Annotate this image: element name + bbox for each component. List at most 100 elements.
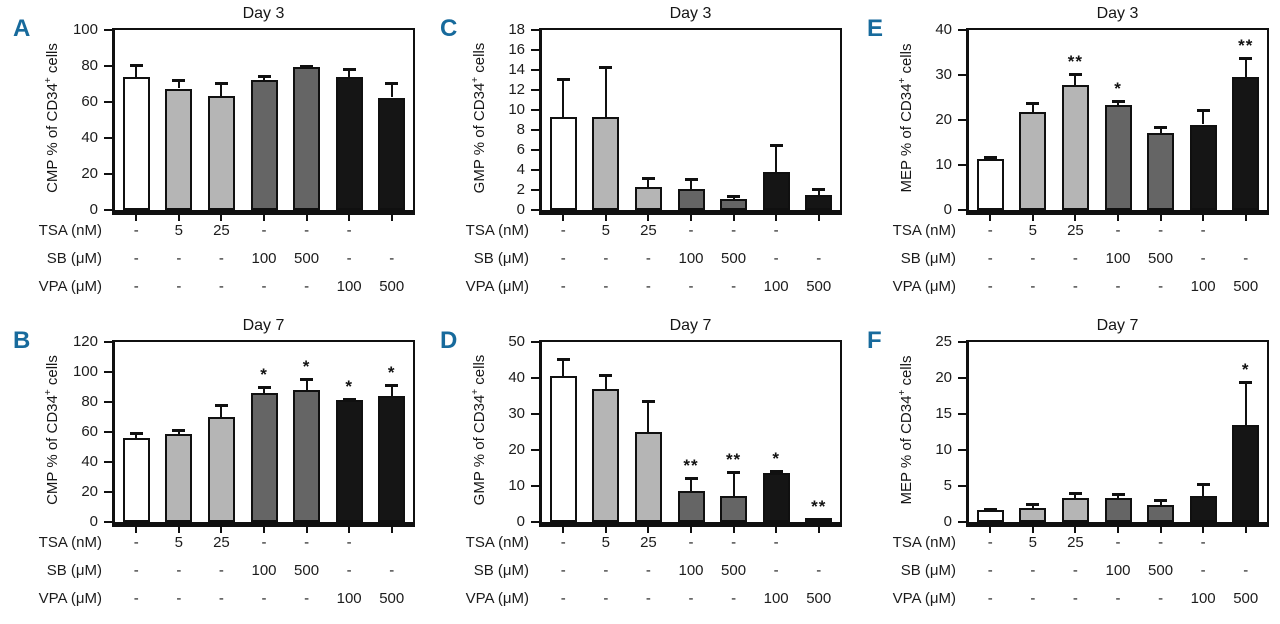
x-axis-tick [817,215,820,221]
error-bar-cap [129,64,143,68]
x-axis-tick [1202,527,1205,533]
error-bar-stem [1244,57,1247,78]
x-row-value: 5 [1028,534,1038,551]
x-row-label-vpa: VPA (μM) [892,278,956,295]
x-row-value: - [645,278,651,295]
y-axis-tick [104,209,112,211]
bar [293,66,321,210]
bar [1189,124,1217,210]
x-row-value: 500 [1148,250,1174,267]
x-row-value: - [176,250,182,267]
x-row-value: - [560,562,566,579]
x-row-value: 500 [379,278,405,295]
plot-area: * [966,340,1269,527]
y-axis-tick [531,189,539,191]
y-axis-tick [531,149,539,151]
error-bar-cap [257,75,271,78]
x-row-value: - [218,278,224,295]
y-axis-tick-label: 18 [508,21,525,38]
x-row-value: - [603,562,609,579]
panel-label: F [867,327,882,354]
error-bar-cap [727,195,741,198]
y-axis-tick-label: 0 [516,513,525,530]
x-row-value: 25 [213,534,230,551]
error-bar-stem [1202,109,1205,125]
error-bar-cap [641,399,655,403]
error-bar-cap [684,477,698,480]
y-axis-title: MEP % of CD34+ cells [897,43,915,193]
y-axis-tick-label: 5 [943,477,952,494]
x-row-label-vpa: VPA (μM) [465,278,529,295]
y-axis-tick-label: 100 [72,21,98,38]
error-bar-stem [390,82,393,98]
y-axis-tick-label: 15 [935,405,952,422]
x-axis-tick [604,215,607,221]
error-bar-cap [214,403,228,407]
error-bar-cap [385,384,399,387]
x-row-value: - [133,590,139,607]
x-axis-tick [263,527,265,533]
bar [805,195,833,210]
panel-A: A Day 3 CMP % of CD34+ cells 0 20 40 60 80 10… [0,0,427,312]
y-axis-tick-label: 50 [508,333,525,350]
x-axis-tick [775,215,778,221]
x-axis-tick [604,527,607,533]
x-row-value: - [261,278,267,295]
y-axis-tick [104,521,112,523]
error-bar-cap [1111,100,1125,104]
y-axis-tick [531,109,539,111]
superscript-plus: + [43,77,54,84]
x-row-label-sb: SB (μM) [900,250,956,267]
x-row-value: - [560,222,566,239]
error-bar-stem [220,82,223,96]
significance-marker: * [1114,79,1122,99]
bar [762,172,790,210]
bar [549,117,577,210]
x-row-value: - [645,562,651,579]
x-row-value: - [1200,250,1206,267]
x-row-value: 5 [1028,222,1038,239]
x-row-label-tsa: TSA (nM) [465,222,529,239]
x-row-value: - [731,590,737,607]
x-axis-tick [1244,527,1247,533]
x-row-value: - [261,222,267,239]
x-row-value: - [133,278,139,295]
bar [592,117,620,210]
bar [677,189,705,210]
error-bar-cap [300,65,314,69]
y-axis-tick [104,431,112,433]
x-row-value: - [688,222,694,239]
x-row-value: - [1200,222,1206,239]
x-axis-tick [1117,215,1119,221]
plot-area: * * * * [112,340,415,527]
y-axis-tick-label: 80 [81,393,98,410]
plot-area [539,28,842,215]
x-row-value: 100 [1105,562,1131,579]
y-axis-tick-label: 4 [516,161,525,178]
x-row-value: - [1115,590,1121,607]
x-row-value: - [1115,222,1121,239]
x-row-value: 25 [640,534,657,551]
x-axis-tick [263,215,265,221]
x-row-value: 25 [1067,534,1084,551]
x-row-value: - [133,222,139,239]
x-row-value: 500 [1233,590,1259,607]
error-bar-cap [1196,109,1210,113]
x-row-value: - [346,562,352,579]
y-axis-tick-label: 10 [935,156,952,173]
x-axis-tick [135,215,138,221]
x-row-label-vpa: VPA (μM) [38,590,102,607]
error-bar-stem [604,374,607,389]
y-axis-title: GMP % of CD34+ cells [470,42,488,194]
x-row-value: - [261,534,267,551]
x-row-value: - [603,590,609,607]
panel-E: E Day 3 MEP % of CD34+ cells ** * ** 0 10 20… [854,0,1280,312]
x-row-value: - [560,534,566,551]
x-axis-tick [1202,215,1205,221]
y-axis-tick [958,29,966,31]
y-axis-title: GMP % of CD34+ cells [470,354,488,506]
x-row-label-vpa: VPA (μM) [465,590,529,607]
x-row-value: 100 [763,278,789,295]
error-bar-cap [257,385,271,389]
x-axis-tick [1244,215,1247,221]
